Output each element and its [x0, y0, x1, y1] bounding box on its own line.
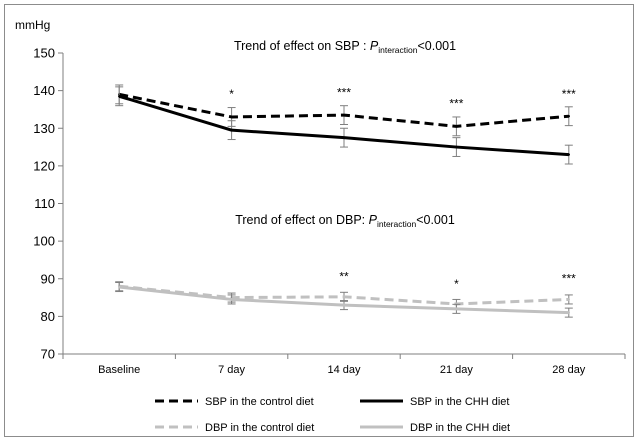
x-tick-label-1: Baseline: [98, 364, 140, 376]
data-point: [342, 136, 346, 139]
legend-label: DBP in the control diet: [205, 422, 314, 434]
y-tick-label-70: 70: [41, 347, 55, 362]
significance-marker-5: **: [339, 270, 349, 284]
legend-item-4: DBP in the CHH diet: [360, 422, 510, 434]
data-point: [455, 145, 458, 149]
x-tick-label-3: 14 day: [327, 364, 361, 376]
data-point: [230, 128, 233, 132]
data-point: [342, 113, 346, 117]
y-tick-label-150: 150: [33, 46, 55, 61]
data-point: [230, 115, 233, 119]
legend-item-3: DBP in the control diet: [155, 422, 314, 434]
data-point: [455, 307, 458, 311]
data-point: [118, 285, 121, 289]
significance-marker-7: ***: [562, 272, 576, 286]
data-point: [342, 295, 346, 299]
significance-marker-2: ***: [337, 85, 351, 99]
line-chart: mmHg 70 80 90 100 110 120 130 140 150 Baseline 7 da…: [15, 18, 626, 434]
series-2: [115, 86, 573, 165]
data-point: [455, 125, 458, 128]
sbp-title: Trend of effect on SBP : Pinteraction<0.…: [234, 39, 456, 55]
y-tick-label-120: 120: [33, 158, 55, 173]
data-point: [567, 115, 570, 118]
chart-frame: mmHg 70 80 90 100 110 120 130 140 150 Baseline 7 da…: [4, 4, 634, 437]
y-axis-label: mmHg: [15, 18, 50, 32]
x-tick-label-4: 21 day: [440, 364, 474, 376]
y-tick-label-110: 110: [34, 196, 55, 211]
data-point: [118, 95, 121, 98]
legend-item-2: SBP in the CHH diet: [360, 396, 509, 408]
legend-label: SBP in the control diet: [205, 396, 314, 408]
y-tick-label-140: 140: [33, 83, 55, 98]
legend-item-1: SBP in the control diet: [155, 396, 314, 408]
y-tick-label-130: 130: [33, 121, 55, 136]
x-tick-label-2: 7 day: [218, 364, 245, 376]
significance-marker-4: ***: [562, 87, 576, 101]
series-4: [115, 282, 573, 318]
data-point: [342, 303, 346, 307]
significance-marker-6: *: [454, 277, 459, 291]
data-point: [567, 153, 570, 156]
data-point: [567, 298, 570, 301]
legend-label: SBP in the CHH diet: [410, 396, 509, 408]
y-tick-label-90: 90: [41, 271, 55, 286]
significance-marker-1: *: [229, 87, 234, 101]
legend-label: DBP in the CHH diet: [410, 422, 510, 434]
data-point: [567, 311, 570, 314]
y-tick-label-100: 100: [33, 234, 55, 249]
x-tick-label-5: 28 day: [552, 364, 586, 376]
y-tick-label-80: 80: [41, 309, 55, 324]
dbp-title: Trend of effect on DBP: Pinteraction<0.0…: [235, 213, 455, 229]
significance-marker-3: ***: [449, 97, 463, 111]
data-point: [230, 298, 233, 301]
